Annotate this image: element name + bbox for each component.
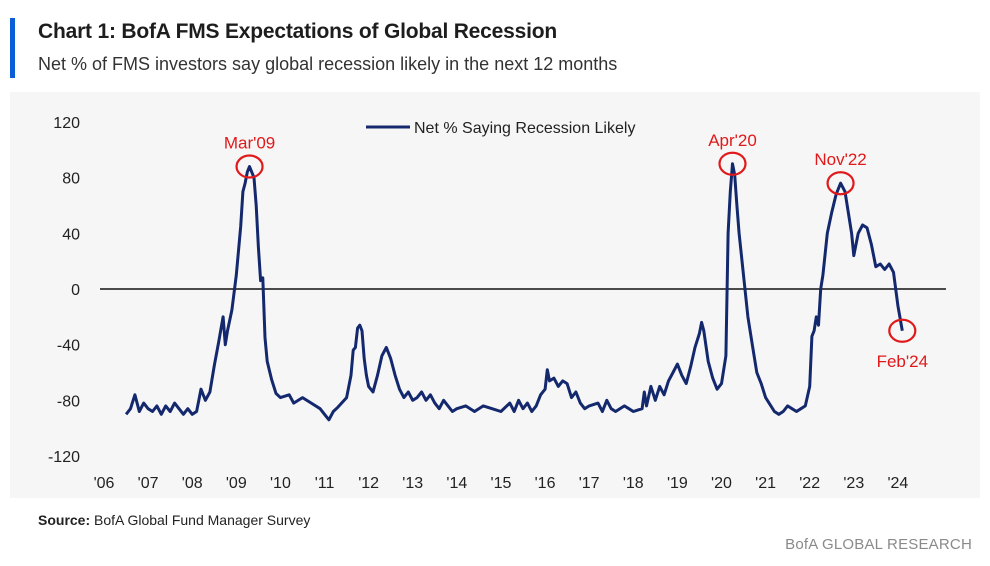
y-axis: 120 80 40 0 -40 -80 -120 [48,115,80,466]
annotation-label: Nov'22 [814,150,866,169]
title-accent-bar [10,18,15,78]
x-axis: '06 '07 '08 '09 '10 '11 '12 '13 '14 '15 '16 '17 '18 '… [94,475,909,492]
x-tick-label: '21 [755,475,776,492]
x-tick-label: '18 [623,475,644,492]
x-tick-label: '15 [491,475,512,492]
source-text: BofA Global Fund Manager Survey [94,512,311,528]
source-label: Source: [38,512,91,528]
x-tick-label: '08 [182,475,203,492]
chart-title: Chart 1: BofA FMS Expectations of Global… [38,20,557,43]
x-tick-label: '22 [799,475,820,492]
y-tick-label: 0 [71,282,80,299]
x-tick-label: '23 [843,475,864,492]
x-tick-label: '24 [887,475,908,492]
legend: Net % Saying Recession Likely [366,120,635,137]
y-tick-label: -40 [57,338,80,355]
y-tick-label: -80 [57,393,80,410]
x-tick-label: '10 [270,475,291,492]
x-tick-label: '13 [402,475,423,492]
chart-subtitle: Net % of FMS investors say global recess… [38,54,618,74]
plot-background [10,92,980,498]
x-tick-label: '17 [579,475,600,492]
annotation-label: Apr'20 [708,131,757,150]
series-line-net-recession [124,162,904,422]
annotation-circle [235,154,264,179]
annotation-circle [718,151,747,176]
y-tick-label: -120 [48,449,80,466]
x-tick-label: '12 [358,475,379,492]
annotation-label: Mar'09 [224,134,275,153]
annotation-label: Feb'24 [877,352,928,371]
peak-annotations: Mar'09 Apr'20 Nov'22 Feb'24 [224,131,928,371]
x-tick-label: '06 [94,475,115,492]
x-tick-label: '19 [667,475,688,492]
y-tick-label: 80 [62,171,80,188]
y-tick-label: 40 [62,226,80,243]
x-tick-label: '11 [315,475,335,492]
x-tick-label: '14 [446,475,467,492]
y-tick-label: 120 [53,115,80,132]
x-tick-label: '09 [226,475,247,492]
annotation-circle [826,171,855,196]
legend-label: Net % Saying Recession Likely [414,120,635,137]
x-tick-label: '20 [711,475,732,492]
source-note: Source: BofA Global Fund Manager Survey [38,512,310,528]
brand-label: BofA GLOBAL RESEARCH [785,536,972,553]
annotation-circle [888,318,917,343]
x-tick-label: '07 [138,475,159,492]
x-tick-label: '16 [535,475,556,492]
